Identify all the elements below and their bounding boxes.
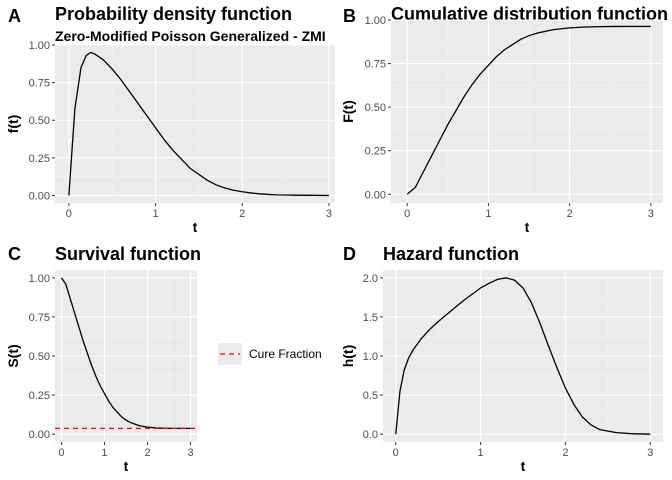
y-axis-title: S(t): [5, 344, 21, 367]
x-tick-label: 0: [404, 208, 410, 220]
x-tick-label: 1: [101, 447, 107, 459]
y-tick-label: 0.50: [29, 351, 50, 363]
x-tick-label: 0: [393, 447, 399, 459]
x-tick-label: 2: [144, 447, 150, 459]
panel-letter: D: [343, 244, 356, 264]
plot-background: [391, 20, 663, 203]
legend-label: Cure Fraction: [249, 347, 322, 361]
y-tick-label: 0.75: [365, 59, 386, 71]
panel-c: C Survival function 0 1 2 3 0.00 0.25 0.50 0.75 1.…: [5, 244, 322, 474]
y-tick-label: 1.00: [29, 40, 50, 52]
panel-d: D Hazard function 0 1 2 3 0.0 0.5 1.0 1.5 2.0 t h(t): [340, 244, 663, 474]
x-tick-label: 3: [187, 447, 193, 459]
x-tick-label: 3: [647, 447, 653, 459]
y-tick-label: 0.0: [363, 429, 378, 441]
x-tick-label: 2: [562, 447, 568, 459]
x-tick-label: 2: [239, 208, 245, 220]
x-tick-label: 1: [152, 208, 158, 220]
panel-a: A Probability density function Zero-Modifi…: [5, 4, 335, 235]
y-tick-label: 0.50: [365, 102, 386, 114]
y-tick-label: 0.00: [29, 429, 50, 441]
x-axis-title: t: [193, 219, 198, 235]
y-tick-label: 1.00: [365, 15, 386, 27]
x-axis-title: t: [521, 458, 526, 474]
y-tick-label: 1.5: [363, 312, 378, 324]
minor-grid: [55, 45, 335, 203]
panel-b: B Cumulative distribution function 0 1 2 3 0.0…: [340, 4, 668, 235]
legend: Cure Fraction: [218, 343, 322, 365]
plot-background: [55, 45, 335, 203]
x-tick-label: 1: [478, 447, 484, 459]
y-tick-label: 0.00: [365, 189, 386, 201]
x-axis-title: t: [525, 219, 530, 235]
minor-grid: [391, 20, 663, 203]
y-axis-title: h(t): [340, 345, 356, 368]
y-axis-title: F(t): [340, 100, 356, 123]
major-grid: [55, 270, 197, 442]
panel-title: Probability density function: [55, 4, 292, 24]
y-tick-label: 0.00: [29, 190, 50, 202]
x-tick-label: 3: [326, 208, 332, 220]
y-tick-label: 0.25: [365, 146, 386, 158]
x-tick-label: 0: [66, 208, 72, 220]
series-line: [68, 51, 329, 197]
panel-title: Cumulative distribution function: [391, 4, 668, 24]
y-tick-label: 1.00: [29, 273, 50, 285]
y-tick-label: 0.25: [29, 390, 50, 402]
y-tick-label: 0.5: [363, 390, 378, 402]
panel-letter: C: [8, 244, 21, 264]
x-tick-label: 1: [485, 208, 491, 220]
y-tick-label: 0.50: [29, 115, 50, 127]
y-tick-label: 0.25: [29, 153, 50, 165]
series-line: [406, 25, 651, 195]
panel-letter: A: [8, 6, 21, 26]
panel-title: Hazard function: [383, 244, 519, 264]
x-tick-label: 2: [567, 208, 573, 220]
major-grid: [55, 44, 335, 203]
panel-title: Survival function: [55, 244, 201, 264]
major-grid: [383, 270, 663, 442]
y-tick-label: 0.75: [29, 312, 50, 324]
y-axis-title: f(t): [5, 115, 21, 134]
y-tick-label: 0.75: [29, 78, 50, 90]
panel-subtitle: Zero-Modified Poisson Generalized - ZMI: [55, 28, 326, 44]
x-axis-title: t: [124, 458, 129, 474]
panel-letter: B: [343, 6, 356, 26]
y-tick-label: 1.0: [363, 351, 378, 363]
x-tick-label: 0: [58, 447, 64, 459]
series-line: [395, 277, 651, 435]
x-tick-label: 3: [648, 208, 654, 220]
y-tick-label: 2.0: [363, 273, 378, 285]
major-grid: [391, 19, 663, 203]
